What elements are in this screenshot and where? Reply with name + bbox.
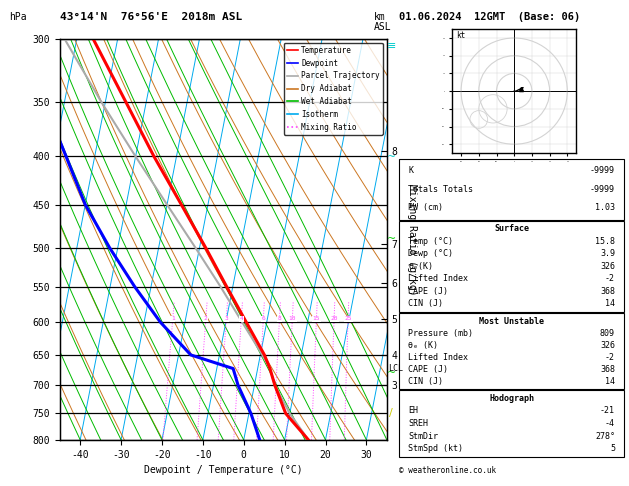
Text: kt: kt [456,31,465,40]
Text: 10: 10 [289,316,296,321]
Text: CAPE (J): CAPE (J) [408,287,448,296]
Text: Lifted Index: Lifted Index [408,353,469,362]
Text: K: K [408,166,413,175]
Text: 14: 14 [605,299,615,309]
Text: -2: -2 [605,353,615,362]
Text: 8: 8 [277,316,281,321]
Text: -9999: -9999 [590,166,615,175]
Text: CIN (J): CIN (J) [408,299,443,309]
Text: θₑ(K): θₑ(K) [408,262,433,271]
Text: ~: ~ [387,368,396,379]
Text: 01.06.2024  12GMT  (Base: 06): 01.06.2024 12GMT (Base: 06) [399,12,581,22]
Text: LCL: LCL [389,364,403,373]
Text: /: / [389,408,393,418]
Text: StmSpd (kt): StmSpd (kt) [408,444,464,453]
Text: SREH: SREH [408,419,428,428]
Text: Lifted Index: Lifted Index [408,274,469,283]
Text: © weatheronline.co.uk: © weatheronline.co.uk [399,466,496,475]
Text: 3: 3 [225,316,228,321]
Text: Surface: Surface [494,224,529,233]
Text: ≡: ≡ [387,41,396,51]
Text: 278°: 278° [595,432,615,441]
Text: θₑ (K): θₑ (K) [408,341,438,349]
Text: km: km [374,12,386,22]
Legend: Temperature, Dewpoint, Parcel Trajectory, Dry Adiabat, Wet Adiabat, Isotherm, Mi: Temperature, Dewpoint, Parcel Trajectory… [284,43,383,135]
Text: 15.8: 15.8 [595,237,615,246]
Text: 15: 15 [313,316,320,321]
Text: -21: -21 [600,406,615,416]
Text: 14: 14 [605,377,615,385]
Text: ASL: ASL [374,21,392,32]
Text: 5: 5 [610,444,615,453]
Text: PW (cm): PW (cm) [408,203,443,212]
Text: 1: 1 [171,316,175,321]
Text: 20: 20 [330,316,338,321]
Text: ~: ~ [387,234,396,244]
Text: CAPE (J): CAPE (J) [408,364,448,374]
Text: 368: 368 [600,287,615,296]
Text: 4: 4 [240,316,243,321]
Text: 25: 25 [344,316,352,321]
Text: StmDir: StmDir [408,432,438,441]
Text: 326: 326 [600,262,615,271]
X-axis label: Dewpoint / Temperature (°C): Dewpoint / Temperature (°C) [144,465,303,475]
Text: 43°14'N  76°56'E  2018m ASL: 43°14'N 76°56'E 2018m ASL [60,12,242,22]
Text: 1.03: 1.03 [595,203,615,212]
Text: Hodograph: Hodograph [489,394,534,403]
Text: -2: -2 [605,274,615,283]
Text: EH: EH [408,406,418,416]
Text: 809: 809 [600,329,615,338]
Text: Dewp (°C): Dewp (°C) [408,249,454,259]
Text: 6: 6 [262,316,265,321]
Text: -9999: -9999 [590,185,615,194]
Text: 368: 368 [600,364,615,374]
Text: Totals Totals: Totals Totals [408,185,474,194]
Text: 2: 2 [204,316,208,321]
Text: CIN (J): CIN (J) [408,377,443,385]
Text: 3.9: 3.9 [600,249,615,259]
Text: Pressure (mb): Pressure (mb) [408,329,474,338]
Text: 326: 326 [600,341,615,349]
Text: ~: ~ [387,152,396,161]
Text: -4: -4 [605,419,615,428]
Text: Temp (°C): Temp (°C) [408,237,454,246]
Text: hPa: hPa [9,12,27,22]
Text: Most Unstable: Most Unstable [479,317,544,326]
Y-axis label: Mixing Ratio (g/kg): Mixing Ratio (g/kg) [407,184,417,295]
